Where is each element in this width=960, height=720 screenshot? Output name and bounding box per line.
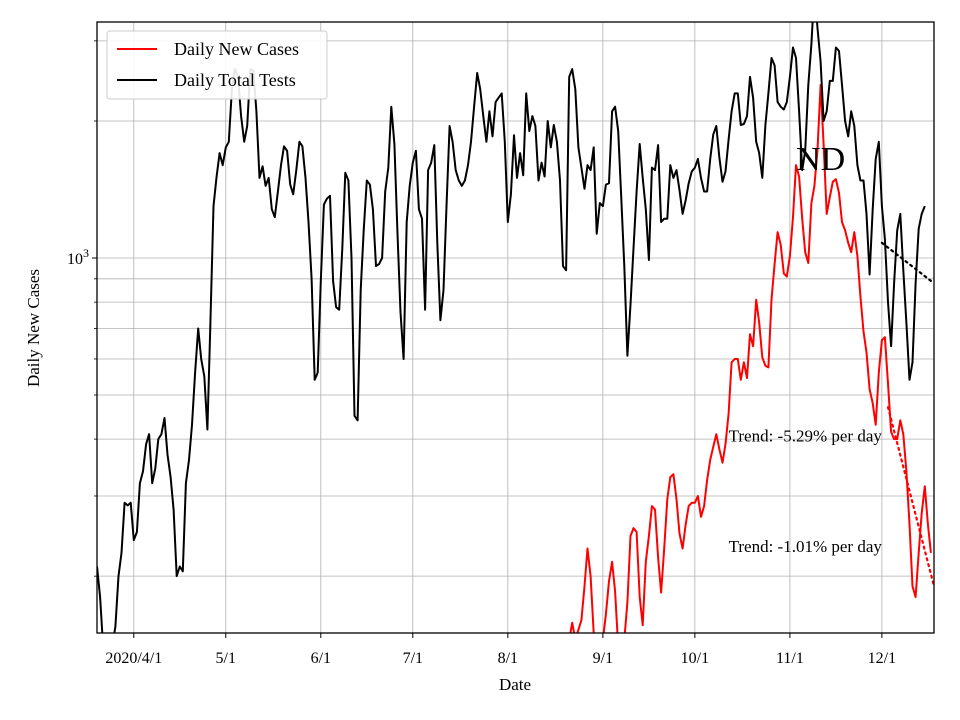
trendline <box>880 241 934 285</box>
x-tick-label: 6/1 <box>311 650 331 667</box>
state-label: ND <box>796 141 845 178</box>
y-axis-title: Daily New Cases <box>24 269 43 387</box>
axis-ticks: 103 2020/4/1 5/1 6/1 7/1 8/1 9/1 10/1 11/1 12/1 <box>67 40 896 667</box>
x-tick-label: 5/1 <box>216 650 236 667</box>
trend-annotation: Trend: -1.01% per day <box>729 537 883 556</box>
x-tick-label: 12/1 <box>868 650 896 667</box>
annotations: ND Trend: -5.29% per day Trend: -1.01% per… <box>729 141 883 556</box>
x-tick-label: 8/1 <box>498 650 518 667</box>
legend: Daily New Cases Daily Total Tests <box>106 30 328 100</box>
series-line-daily-new-cases <box>569 83 932 633</box>
x-tick-label: 7/1 <box>403 650 423 667</box>
x-tick-label: 10/1 <box>681 650 709 667</box>
legend-label-daily-new-cases: Daily New Cases <box>174 39 299 59</box>
trendlines <box>880 241 934 588</box>
x-tick-label: 9/1 <box>593 650 613 667</box>
plot-frame <box>96 21 935 634</box>
trendline <box>886 406 934 588</box>
x-tick-label: 11/1 <box>776 650 804 667</box>
grid <box>97 22 934 633</box>
legend-label-daily-total-tests: Daily Total Tests <box>174 70 296 90</box>
y-tick-label: 103 <box>67 246 89 268</box>
trend-annotation: Trend: -5.29% per day <box>729 427 883 446</box>
x-axis-title: Date <box>499 675 531 694</box>
legend-box <box>106 30 328 100</box>
x-tick-label: 2020/4/1 <box>105 650 162 667</box>
